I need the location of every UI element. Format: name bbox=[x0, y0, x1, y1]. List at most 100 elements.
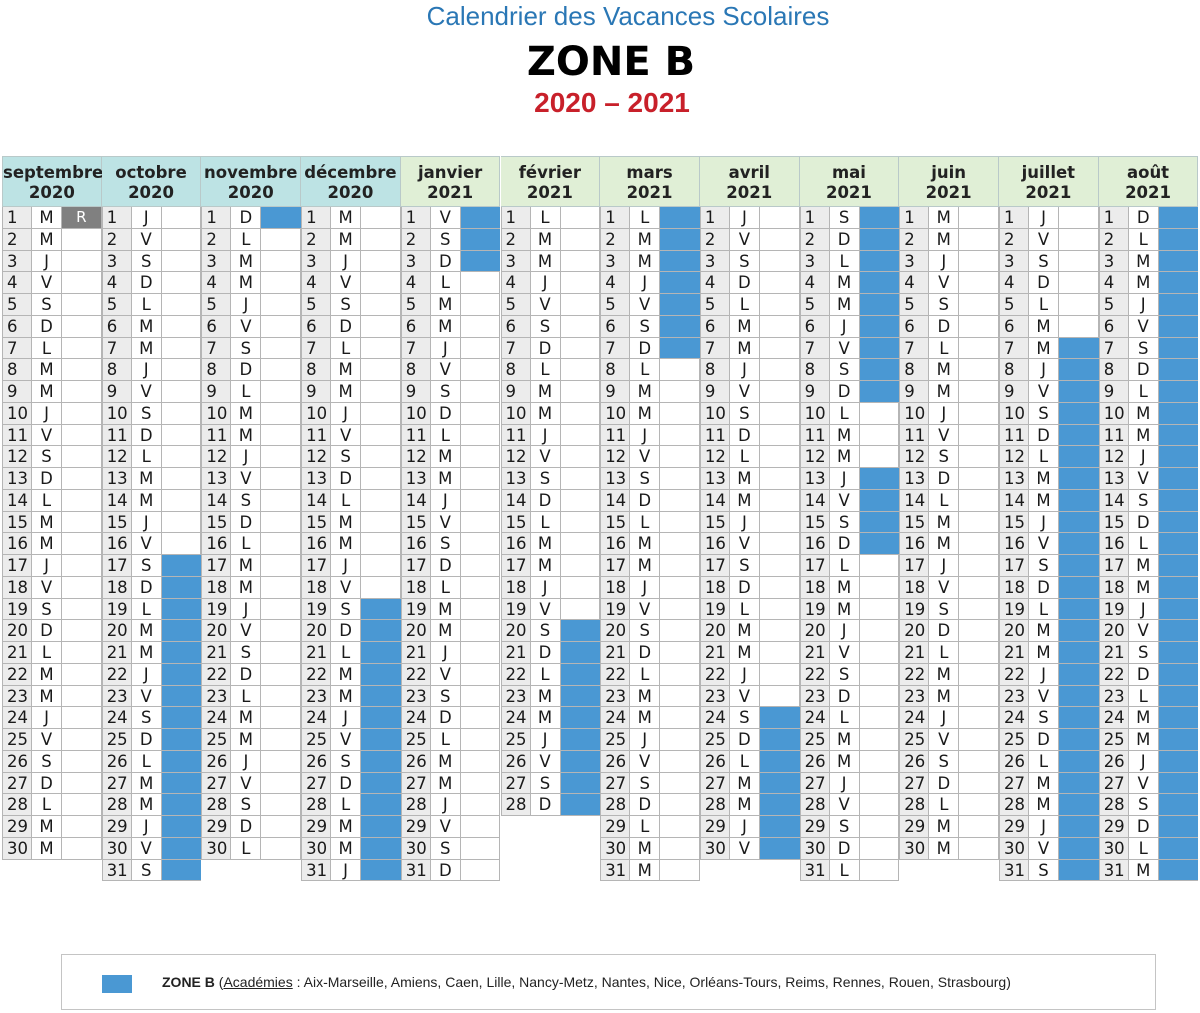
weekday-letter: L bbox=[1128, 685, 1159, 707]
day-number: 7 bbox=[301, 337, 332, 359]
school-day-cell bbox=[261, 315, 302, 337]
school-day-cell bbox=[161, 250, 202, 272]
day-row: 30 M bbox=[2, 837, 102, 860]
vacation-cell bbox=[1059, 468, 1099, 489]
day-number: 27 bbox=[699, 772, 730, 794]
school-day-cell bbox=[261, 272, 302, 293]
day-row: 10 M bbox=[201, 402, 302, 425]
day-row: 14 L bbox=[301, 489, 401, 512]
school-day-cell bbox=[361, 424, 401, 446]
day-number: 16 bbox=[699, 533, 730, 554]
school-day-cell bbox=[62, 598, 102, 620]
day-row: 20 J bbox=[799, 620, 900, 642]
day-row: 24 J bbox=[899, 707, 999, 729]
school-day-cell bbox=[161, 402, 202, 424]
day-number: 16 bbox=[2, 533, 32, 554]
day-row: 10 L bbox=[799, 402, 900, 425]
day-number: 10 bbox=[2, 402, 32, 424]
day-number: 9 bbox=[1098, 381, 1129, 402]
day-number: 7 bbox=[400, 337, 431, 359]
school-day-cell bbox=[62, 228, 102, 250]
weekday-letter: M bbox=[231, 729, 262, 750]
weekday-letter: D bbox=[929, 468, 960, 489]
day-number: 11 bbox=[799, 424, 830, 446]
school-day-cell bbox=[660, 489, 700, 511]
school-day-cell bbox=[261, 359, 302, 380]
day-row: 11 M bbox=[1098, 424, 1199, 447]
day-number: 17 bbox=[999, 555, 1029, 576]
day-number: 1 bbox=[101, 207, 132, 228]
day-row: 29 L bbox=[600, 816, 700, 838]
weekday-letter: J bbox=[530, 424, 561, 446]
vacation-cell bbox=[361, 794, 401, 815]
day-number: 18 bbox=[2, 576, 32, 598]
day-number: 13 bbox=[699, 468, 730, 489]
weekday-letter: M bbox=[430, 772, 461, 794]
vacation-cell bbox=[361, 642, 401, 663]
day-number: 17 bbox=[899, 555, 930, 576]
day-number: 14 bbox=[201, 489, 232, 511]
weekday-letter: L bbox=[729, 750, 760, 772]
vacation-cell bbox=[660, 337, 700, 359]
school-day-cell bbox=[62, 533, 102, 554]
weekday-letter: L bbox=[630, 207, 661, 228]
day-number: 30 bbox=[301, 837, 332, 859]
weekday-letter: J bbox=[729, 511, 760, 533]
school-day-cell bbox=[261, 228, 302, 250]
weekday-letter: V bbox=[1128, 772, 1159, 794]
day-row: 17 S bbox=[699, 555, 800, 577]
day-number: 21 bbox=[2, 642, 32, 663]
weekday-letter: J bbox=[131, 511, 162, 533]
day-number: 26 bbox=[500, 750, 531, 772]
day-number: 28 bbox=[600, 794, 631, 815]
weekday-letter: V bbox=[729, 381, 760, 402]
day-row: 23 D bbox=[799, 685, 900, 708]
day-number: 16 bbox=[201, 533, 232, 554]
day-row: 23 M bbox=[899, 685, 999, 708]
weekday-letter: S bbox=[630, 772, 661, 794]
weekday-letter: S bbox=[231, 489, 262, 511]
weekday-letter: L bbox=[829, 707, 860, 728]
vacation-cell bbox=[660, 315, 700, 337]
day-number: 1 bbox=[1098, 207, 1129, 228]
weekday-letter: J bbox=[430, 337, 461, 359]
day-row: 26 M bbox=[799, 750, 900, 773]
day-number: 6 bbox=[2, 315, 32, 337]
school-day-cell bbox=[560, 446, 601, 467]
school-day-cell bbox=[959, 576, 999, 598]
day-number: 17 bbox=[500, 555, 531, 576]
day-number: 3 bbox=[600, 250, 631, 272]
vacation-cell bbox=[361, 772, 401, 794]
weekday-letter: D bbox=[829, 685, 860, 707]
day-number: 16 bbox=[799, 533, 830, 554]
day-row: 12 V bbox=[600, 446, 700, 468]
day-row: 25 M bbox=[799, 729, 900, 751]
day-row: 25 D bbox=[699, 729, 800, 751]
day-row: 15 M bbox=[899, 511, 999, 534]
school-day-cell bbox=[261, 402, 302, 424]
vacation-cell bbox=[1059, 446, 1099, 467]
school-day-cell bbox=[560, 511, 601, 533]
vacation-cell bbox=[1158, 576, 1199, 598]
day-number: 16 bbox=[301, 533, 332, 554]
school-day-cell bbox=[660, 642, 700, 663]
school-day-cell bbox=[261, 337, 302, 359]
weekday-letter: L bbox=[530, 359, 561, 380]
day-number: 15 bbox=[699, 511, 730, 533]
vacation-cell bbox=[1158, 272, 1199, 293]
weekday-letter: J bbox=[530, 576, 561, 598]
school-day-cell bbox=[959, 642, 999, 663]
weekday-letter: V bbox=[829, 489, 860, 511]
weekday-letter: V bbox=[630, 750, 661, 772]
day-row: 28 V bbox=[799, 794, 900, 816]
vacation-cell bbox=[1158, 359, 1199, 380]
weekday-letter: V bbox=[1029, 228, 1059, 250]
day-number: 10 bbox=[500, 402, 531, 424]
